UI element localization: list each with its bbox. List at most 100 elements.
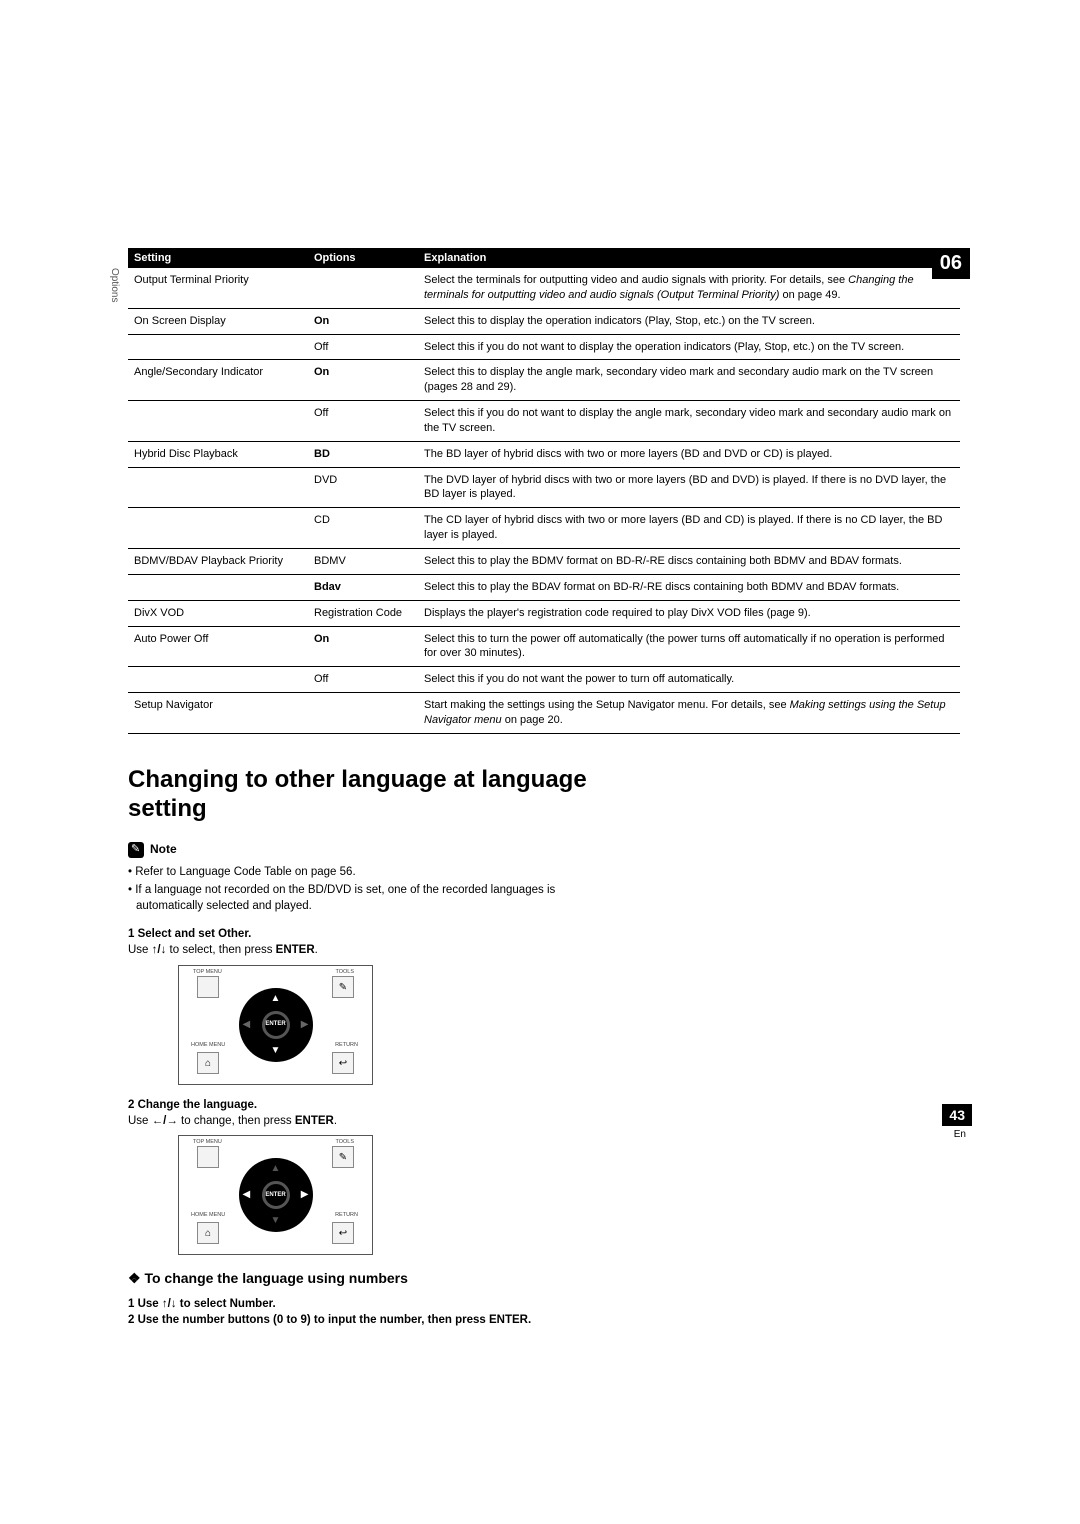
header-setting: Setting: [128, 248, 308, 268]
cell-option: DVD: [308, 467, 418, 508]
note-list: Refer to Language Code Table on page 56.…: [128, 864, 608, 914]
cell-option: CD: [308, 508, 418, 549]
cell-option: Bdav: [308, 574, 418, 600]
cell-setting: Hybrid Disc Playback: [128, 441, 308, 467]
step1-title: 1 Select and set Other.: [128, 926, 608, 942]
table-row: OffSelect this if you do not want to dis…: [128, 401, 960, 442]
page-language: En: [954, 1129, 966, 1140]
table-row: Hybrid Disc PlaybackBDThe BD layer of hy…: [128, 441, 960, 467]
dpad-up-icon: ▲: [271, 1162, 281, 1176]
cell-setting: Output Terminal Priority: [128, 268, 308, 308]
cell-setting: BDMV/BDAV Playback Priority: [128, 548, 308, 574]
remote-tools-button: ✎: [332, 1146, 354, 1168]
cell-setting: Angle/Secondary Indicator: [128, 360, 308, 401]
cell-option: Off: [308, 401, 418, 442]
cell-setting: [128, 467, 308, 508]
remote-figure-1: TOP MENU TOOLS HOME MENU RETURN ✎ ⌂ ↩ ▲ …: [178, 965, 373, 1085]
remote-enter-button: ENTER: [262, 1181, 290, 1209]
dpad-down-icon: ▼: [271, 1214, 281, 1228]
chapter-badge: 06: [932, 248, 970, 279]
dpad-left-icon: ◀: [243, 1188, 251, 1202]
cell-setting: [128, 401, 308, 442]
table-row: OffSelect this if you do not want the po…: [128, 667, 960, 693]
note-title: Note: [150, 841, 177, 858]
remote-homemenu-button: ⌂: [197, 1052, 219, 1074]
cell-explanation: Select the terminals for outputting vide…: [418, 268, 960, 308]
cell-explanation: Select this if you do not want to displa…: [418, 401, 960, 442]
cell-option: Registration Code: [308, 600, 418, 626]
page-number: 43: [942, 1104, 972, 1126]
cell-setting: Auto Power Off: [128, 626, 308, 667]
up-down-arrow-icon: ↑/↓: [152, 944, 167, 956]
subsection-heading: To change the language using numbers: [128, 1269, 608, 1289]
note-header: Note: [128, 841, 608, 858]
table-row: DivX VODRegistration CodeDisplays the pl…: [128, 600, 960, 626]
cell-option: On: [308, 626, 418, 667]
header-explanation: Explanation: [418, 248, 960, 268]
cell-explanation: The BD layer of hybrid discs with two or…: [418, 441, 960, 467]
remote-dpad: ▲ ▼ ◀ ▶ ENTER: [239, 988, 313, 1062]
cell-explanation: Select this if you do not want to displa…: [418, 334, 960, 360]
cell-setting: [128, 334, 308, 360]
remote-topmenu-button: [197, 1146, 219, 1168]
left-right-arrow-icon: ←/→: [152, 1115, 178, 1127]
cell-explanation: Start making the settings using the Setu…: [418, 693, 960, 734]
cell-setting: [128, 574, 308, 600]
dpad-right-icon: ▶: [301, 1018, 309, 1032]
cell-option: On: [308, 308, 418, 334]
cell-explanation: Select this to display the angle mark, s…: [418, 360, 960, 401]
dpad-up-icon: ▲: [271, 992, 281, 1006]
cell-option: On: [308, 360, 418, 401]
table-row: DVDThe DVD layer of hybrid discs with tw…: [128, 467, 960, 508]
cell-option: BDMV: [308, 548, 418, 574]
remote-homemenu-button: ⌂: [197, 1222, 219, 1244]
cell-setting: DivX VOD: [128, 600, 308, 626]
cell-explanation: The CD layer of hybrid discs with two or…: [418, 508, 960, 549]
cell-explanation: Select this to play the BDAV format on B…: [418, 574, 960, 600]
table-row: Angle/Secondary IndicatorOnSelect this t…: [128, 360, 960, 401]
note-item: Refer to Language Code Table on page 56.: [136, 864, 608, 880]
table-row: BdavSelect this to play the BDAV format …: [128, 574, 960, 600]
remote-return-button: ↩: [332, 1052, 354, 1074]
table-row: BDMV/BDAV Playback PriorityBDMVSelect th…: [128, 548, 960, 574]
remote-dpad: ▲ ▼ ◀ ▶ ENTER: [239, 1158, 313, 1232]
cell-explanation: Select this to play the BDMV format on B…: [418, 548, 960, 574]
cell-option: [308, 268, 418, 308]
cell-setting: [128, 667, 308, 693]
remote-tools-button: ✎: [332, 976, 354, 998]
table-row: Output Terminal Priority Select the termi…: [128, 268, 960, 308]
note-item: If a language not recorded on the BD/DVD…: [136, 882, 608, 914]
remote-enter-button: ENTER: [262, 1011, 290, 1039]
step1-body: Use ↑/↓ to select, then press ENTER.: [128, 942, 608, 958]
remote-return-button: ↩: [332, 1222, 354, 1244]
cell-option: BD: [308, 441, 418, 467]
side-category-label: Options: [109, 268, 120, 302]
table-row: OffSelect this if you do not want to dis…: [128, 334, 960, 360]
cell-option: [308, 693, 418, 734]
dpad-down-icon: ▼: [271, 1044, 281, 1058]
step2-title: 2 Change the language.: [128, 1097, 608, 1113]
cell-setting: On Screen Display: [128, 308, 308, 334]
remote-topmenu-button: [197, 976, 219, 998]
table-row: Auto Power OffOnSelect this to turn the …: [128, 626, 960, 667]
numstep2: 2 Use the number buttons (0 to 9) to inp…: [128, 1312, 608, 1328]
header-options: Options: [308, 248, 418, 268]
cell-option: Off: [308, 667, 418, 693]
cell-option: Off: [308, 334, 418, 360]
pencil-icon: [128, 842, 144, 858]
table-row: Setup Navigator Start making the settings…: [128, 693, 960, 734]
numstep1: 1 Use ↑/↓ to select Number.: [128, 1296, 608, 1312]
cell-setting: Setup Navigator: [128, 693, 308, 734]
cell-explanation: Select this if you do not want the power…: [418, 667, 960, 693]
remote-figure-2: TOP MENU TOOLS HOME MENU RETURN ✎ ⌂ ↩ ▲ …: [178, 1135, 373, 1255]
dpad-left-icon: ◀: [243, 1018, 251, 1032]
cell-explanation: Select this to turn the power off automa…: [418, 626, 960, 667]
cell-explanation: The DVD layer of hybrid discs with two o…: [418, 467, 960, 508]
table-row: CDThe CD layer of hybrid discs with two …: [128, 508, 960, 549]
step2-body: Use ←/→ to change, then press ENTER.: [128, 1113, 608, 1129]
settings-table: Setting Options Explanation Output Termi…: [128, 248, 960, 734]
cell-explanation: Select this to display the operation ind…: [418, 308, 960, 334]
section-heading: Changing to other language at language s…: [128, 766, 608, 824]
cell-setting: [128, 508, 308, 549]
dpad-right-icon: ▶: [301, 1188, 309, 1202]
